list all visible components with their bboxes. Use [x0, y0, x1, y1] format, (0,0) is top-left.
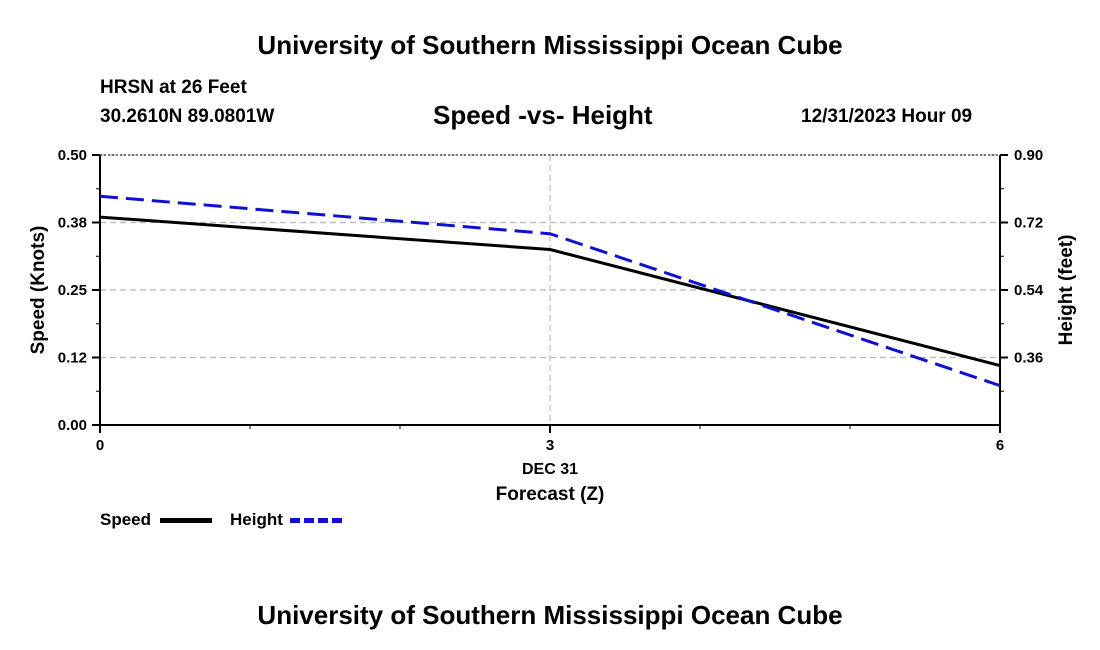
x-date-label: DEC 31 — [522, 461, 578, 478]
x-axis-label: Forecast (Z) — [496, 484, 605, 505]
grid-lines — [100, 155, 1000, 425]
speed-height-chart: 0.000.120.250.380.500.360.540.720.900 3 6 … — [0, 0, 1100, 650]
legend-height-swatch — [290, 518, 342, 523]
x-tick-label: 3 — [546, 437, 554, 454]
axis-ticks: 0.00 0.12 0.25 0.38 0.50 0.36 0.54 0.72 0.90 0 3 6 — [58, 147, 1044, 454]
y-left-tick-label: 0.38 — [58, 215, 87, 232]
y-right-tick-label: 0.90 — [1014, 147, 1043, 164]
x-tick-label: 6 — [996, 437, 1004, 454]
y-right-tick-label: 0.72 — [1014, 215, 1043, 232]
y-left-tick-label: 0.50 — [58, 147, 87, 164]
y-left-tick-label: 0.25 — [58, 282, 87, 299]
y-right-tick-label: 0.36 — [1014, 350, 1043, 367]
legend-speed-swatch — [160, 518, 212, 523]
y-axis-right-label: Height (feet) — [1056, 235, 1077, 346]
y-left-tick-label: 0.12 — [58, 350, 87, 367]
bottom-title: University of Southern Mississippi Ocean… — [0, 600, 1100, 631]
legend-height-label: Height — [230, 510, 283, 530]
x-tick-label: 0 — [96, 437, 104, 454]
y-right-tick-label: 0.54 — [1014, 282, 1044, 299]
y-axis-left-label: Speed (Knots) — [28, 226, 49, 355]
y-left-tick-label: 0.00 — [58, 417, 87, 434]
legend-speed-label: Speed — [100, 510, 151, 530]
